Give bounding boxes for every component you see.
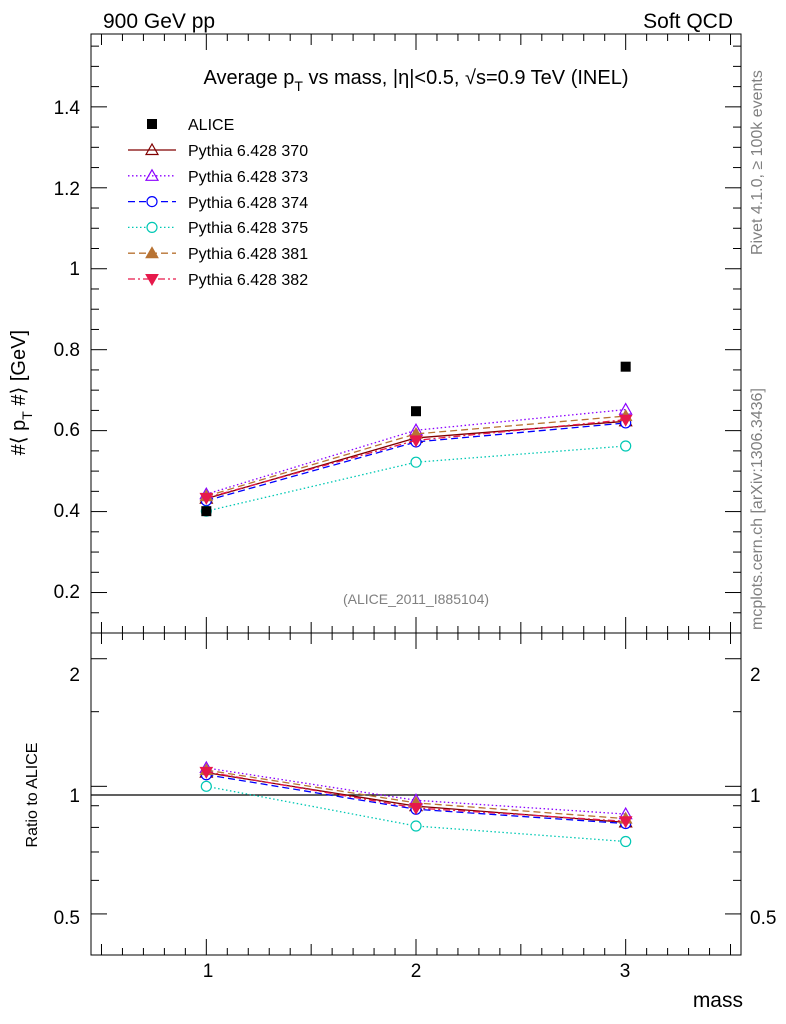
x-tick-labels: 1 2 3	[203, 961, 631, 982]
legend-marker	[145, 274, 159, 287]
legend-label: Pythia 6.428 373	[188, 169, 308, 186]
ratio-point	[620, 835, 632, 848]
axis-ticks	[91, 34, 741, 955]
legend-label: Pythia 6.428 374	[188, 195, 308, 212]
ratio-tick-labels: 0.5 1 2 0.5 1 2	[54, 665, 777, 929]
y-tick-label: 0.8	[54, 340, 80, 361]
rivet-label: Rivet 4.1.0, ≥ 100k events	[749, 70, 766, 255]
data-point	[618, 414, 633, 427]
mcplots-label: mcplots.cern.ch [arXiv:1306.3436]	[749, 388, 766, 630]
series-lines	[199, 402, 633, 517]
reference-point	[201, 506, 212, 517]
reference-markers	[201, 361, 631, 517]
ratio-tick-label-right: 2	[750, 665, 761, 686]
x-tick-label: 2	[411, 961, 422, 982]
x-axis-label: mass	[693, 989, 743, 1012]
ratio-tick-label-right: 1	[750, 786, 761, 807]
y-axis-label: #⟨ pT #⟩ [GeV]	[8, 330, 35, 455]
ratio-tick-label-right: 0.5	[750, 908, 776, 929]
ratio-point	[409, 802, 423, 815]
legend-label: ALICE	[188, 117, 234, 134]
ratio-point	[200, 780, 212, 792]
y-tick-label: 1.4	[54, 98, 81, 119]
x-tick-label: 1	[203, 961, 214, 982]
y-tick-label: 0.6	[54, 420, 80, 441]
ratio-tick-label-left: 2	[69, 665, 80, 686]
legend-marker	[146, 221, 158, 233]
ratio-point	[199, 766, 214, 779]
legend-label: Pythia 6.428 370	[188, 143, 308, 160]
reference-point	[411, 406, 421, 417]
legend-label: Pythia 6.428 382	[188, 272, 308, 289]
analysis-label: (ALICE_2011_I885104)	[343, 591, 489, 607]
y-tick-labels: 0.2 0.4 0.6 0.8 1 1.2 1.4	[54, 98, 81, 603]
data-point	[409, 435, 423, 448]
series-line	[206, 415, 626, 497]
legend-marker	[146, 196, 158, 208]
series-line	[206, 445, 626, 512]
header-left-label: 900 GeV pp	[103, 10, 215, 33]
legend-marker	[144, 168, 160, 181]
y-tick-label: 0.2	[54, 582, 80, 603]
ratio-point	[618, 816, 633, 829]
legend-label: Pythia 6.428 375	[188, 220, 308, 237]
y-tick-label: 1.2	[54, 179, 80, 200]
ratio-tick-label-left: 1	[69, 786, 80, 807]
x-tick-label: 3	[620, 961, 631, 982]
series-line	[206, 422, 626, 502]
ratio-lines	[199, 760, 633, 848]
data-point	[199, 492, 214, 505]
data-point	[620, 440, 632, 452]
reference-point	[620, 361, 631, 372]
ratio-y-axis-label: Ratio to ALICE	[24, 743, 41, 848]
legend: ALICE Pythia 6.428 370 Pythia 6.428 373 …	[128, 117, 308, 289]
ratio-point	[410, 820, 422, 832]
chart-title: Average pT vs mass, |η|<0.5, √s=0.9 TeV …	[204, 67, 629, 94]
series-line	[206, 408, 626, 495]
header-right-label: Soft QCD	[643, 10, 733, 33]
legend-marker	[147, 119, 157, 129]
data-point	[410, 456, 422, 468]
legend-label: Pythia 6.428 381	[188, 246, 308, 263]
y-tick-label: 0.4	[54, 501, 81, 522]
ratio-tick-label-left: 0.5	[54, 908, 80, 929]
legend-marker	[144, 142, 160, 156]
y-tick-label: 1	[69, 259, 80, 280]
legend-marker	[145, 246, 159, 259]
